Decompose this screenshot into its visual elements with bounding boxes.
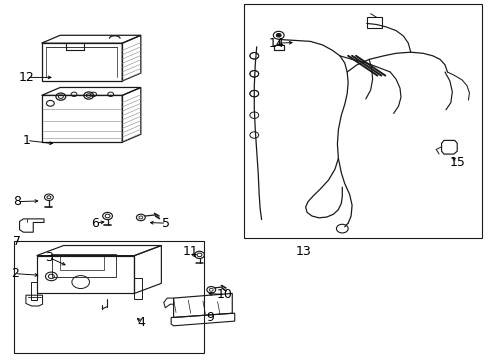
Bar	[14, 241, 204, 353]
Text: 12: 12	[19, 71, 35, 84]
Text: 13: 13	[295, 246, 310, 258]
Text: 8: 8	[13, 195, 21, 208]
Bar	[60, 256, 103, 270]
Text: 11: 11	[183, 246, 198, 258]
Text: 2: 2	[11, 267, 19, 280]
Text: 3: 3	[45, 251, 53, 264]
Text: 1: 1	[23, 134, 31, 147]
Text: 7: 7	[13, 235, 21, 248]
Text: 15: 15	[448, 156, 464, 168]
Text: 9: 9	[206, 311, 214, 324]
Text: 6: 6	[91, 217, 99, 230]
Text: 10: 10	[217, 288, 232, 301]
Bar	[273, 45, 283, 50]
Bar	[366, 17, 382, 28]
Circle shape	[276, 33, 281, 37]
Bar	[52, 255, 115, 277]
Text: 5: 5	[162, 217, 170, 230]
Text: 4: 4	[138, 316, 145, 329]
Text: 14: 14	[268, 37, 284, 50]
Bar	[244, 4, 481, 238]
